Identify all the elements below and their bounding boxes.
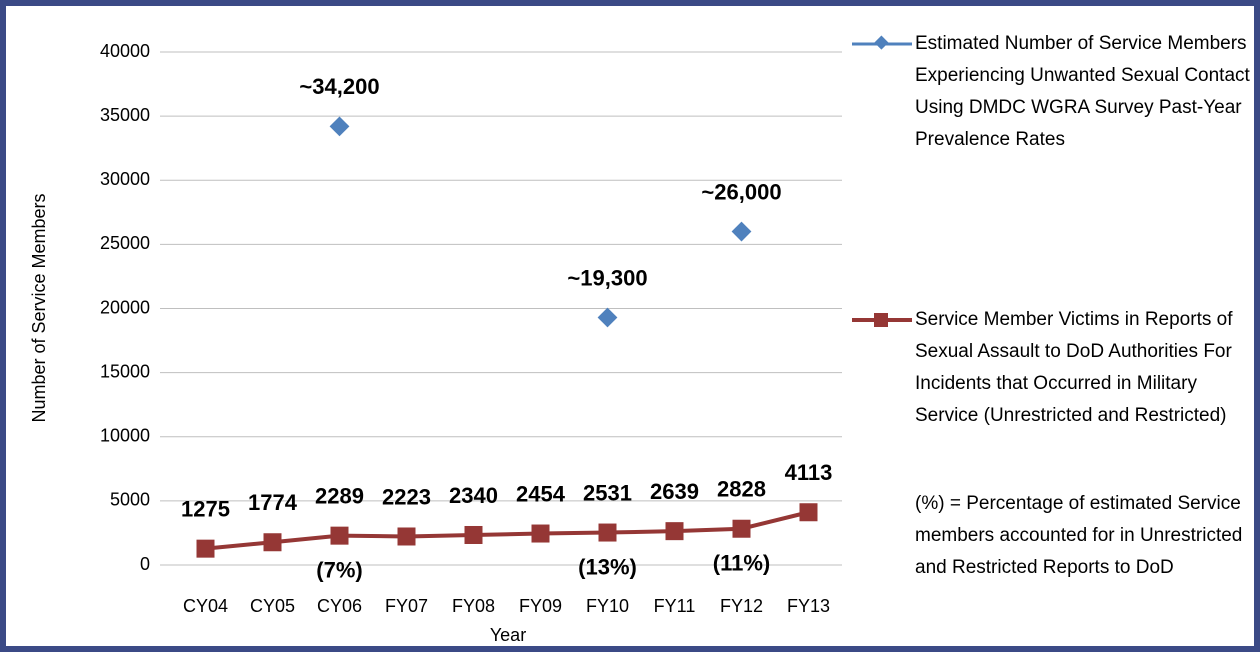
- data-label: 1774: [248, 490, 298, 515]
- x-tick-label: FY10: [586, 596, 629, 616]
- data-label: 2531: [583, 480, 632, 505]
- y-tick-label: 25000: [100, 233, 150, 253]
- x-axis-title: Year: [490, 625, 526, 645]
- data-label: ~34,200: [299, 74, 379, 99]
- y-tick-label: 15000: [100, 361, 150, 381]
- legend-entry: Service Member Victims in Reports of Sex…: [915, 309, 1233, 426]
- square-marker: [397, 527, 416, 546]
- square-marker: [196, 539, 215, 558]
- data-label: 2639: [650, 479, 699, 504]
- x-tick-label: FY12: [720, 596, 763, 616]
- y-tick-label: 0: [140, 554, 150, 574]
- square-marker: [464, 525, 483, 544]
- data-label: 2340: [449, 483, 498, 508]
- x-tick-label: CY05: [250, 596, 295, 616]
- x-tick-label: FY09: [519, 596, 562, 616]
- x-tick-label: FY13: [787, 596, 830, 616]
- x-tick-label: CY06: [317, 596, 362, 616]
- percent-label: (7%): [316, 557, 362, 582]
- data-label: 2289: [315, 483, 364, 508]
- data-label: 4113: [785, 460, 833, 485]
- x-tick-label: FY08: [452, 596, 495, 616]
- y-axis-title: Number of Service Members: [29, 193, 49, 422]
- diamond-marker: [597, 307, 618, 328]
- square-marker: [598, 523, 617, 542]
- y-tick-label: 30000: [100, 169, 150, 189]
- chart: Number of Service Members Year 0 5000 1000…: [29, 41, 842, 645]
- square-marker: [330, 526, 349, 545]
- legend-marker: [874, 313, 888, 327]
- legend-entry: Estimated Number of Service Members Expe…: [915, 33, 1250, 150]
- percent-label: (11%): [713, 551, 770, 576]
- y-tick-label: 20000: [100, 297, 150, 317]
- y-tick-label: 40000: [100, 41, 150, 61]
- percent-label: (13%): [578, 554, 637, 579]
- series-line: [205, 510, 809, 551]
- square-marker: [665, 522, 684, 541]
- data-label: 2223: [382, 484, 431, 509]
- diamond-marker: [329, 116, 350, 137]
- y-tick-label: 10000: [100, 426, 150, 446]
- square-marker: [732, 519, 751, 538]
- legend-marker: [874, 35, 889, 50]
- diamond-marker: [731, 221, 752, 242]
- y-tick-label: 35000: [100, 105, 150, 125]
- y-tick-label: 5000: [110, 490, 150, 510]
- data-label: ~26,000: [701, 179, 781, 204]
- square-marker: [799, 503, 818, 522]
- x-tick-label: CY04: [183, 596, 228, 616]
- data-label: 2828: [717, 477, 766, 502]
- square-marker: [531, 524, 550, 543]
- x-tick-label: FY07: [385, 596, 428, 616]
- x-tick-label: FY11: [654, 596, 696, 616]
- legend-key: [852, 35, 912, 50]
- data-label: 1275: [181, 496, 230, 521]
- legend-key: [852, 313, 912, 327]
- data-label: 2454: [516, 481, 566, 506]
- legend-note: (%) = Percentage of estimated Service me…: [915, 493, 1243, 578]
- data-label: ~19,300: [567, 265, 647, 290]
- square-marker: [263, 533, 282, 552]
